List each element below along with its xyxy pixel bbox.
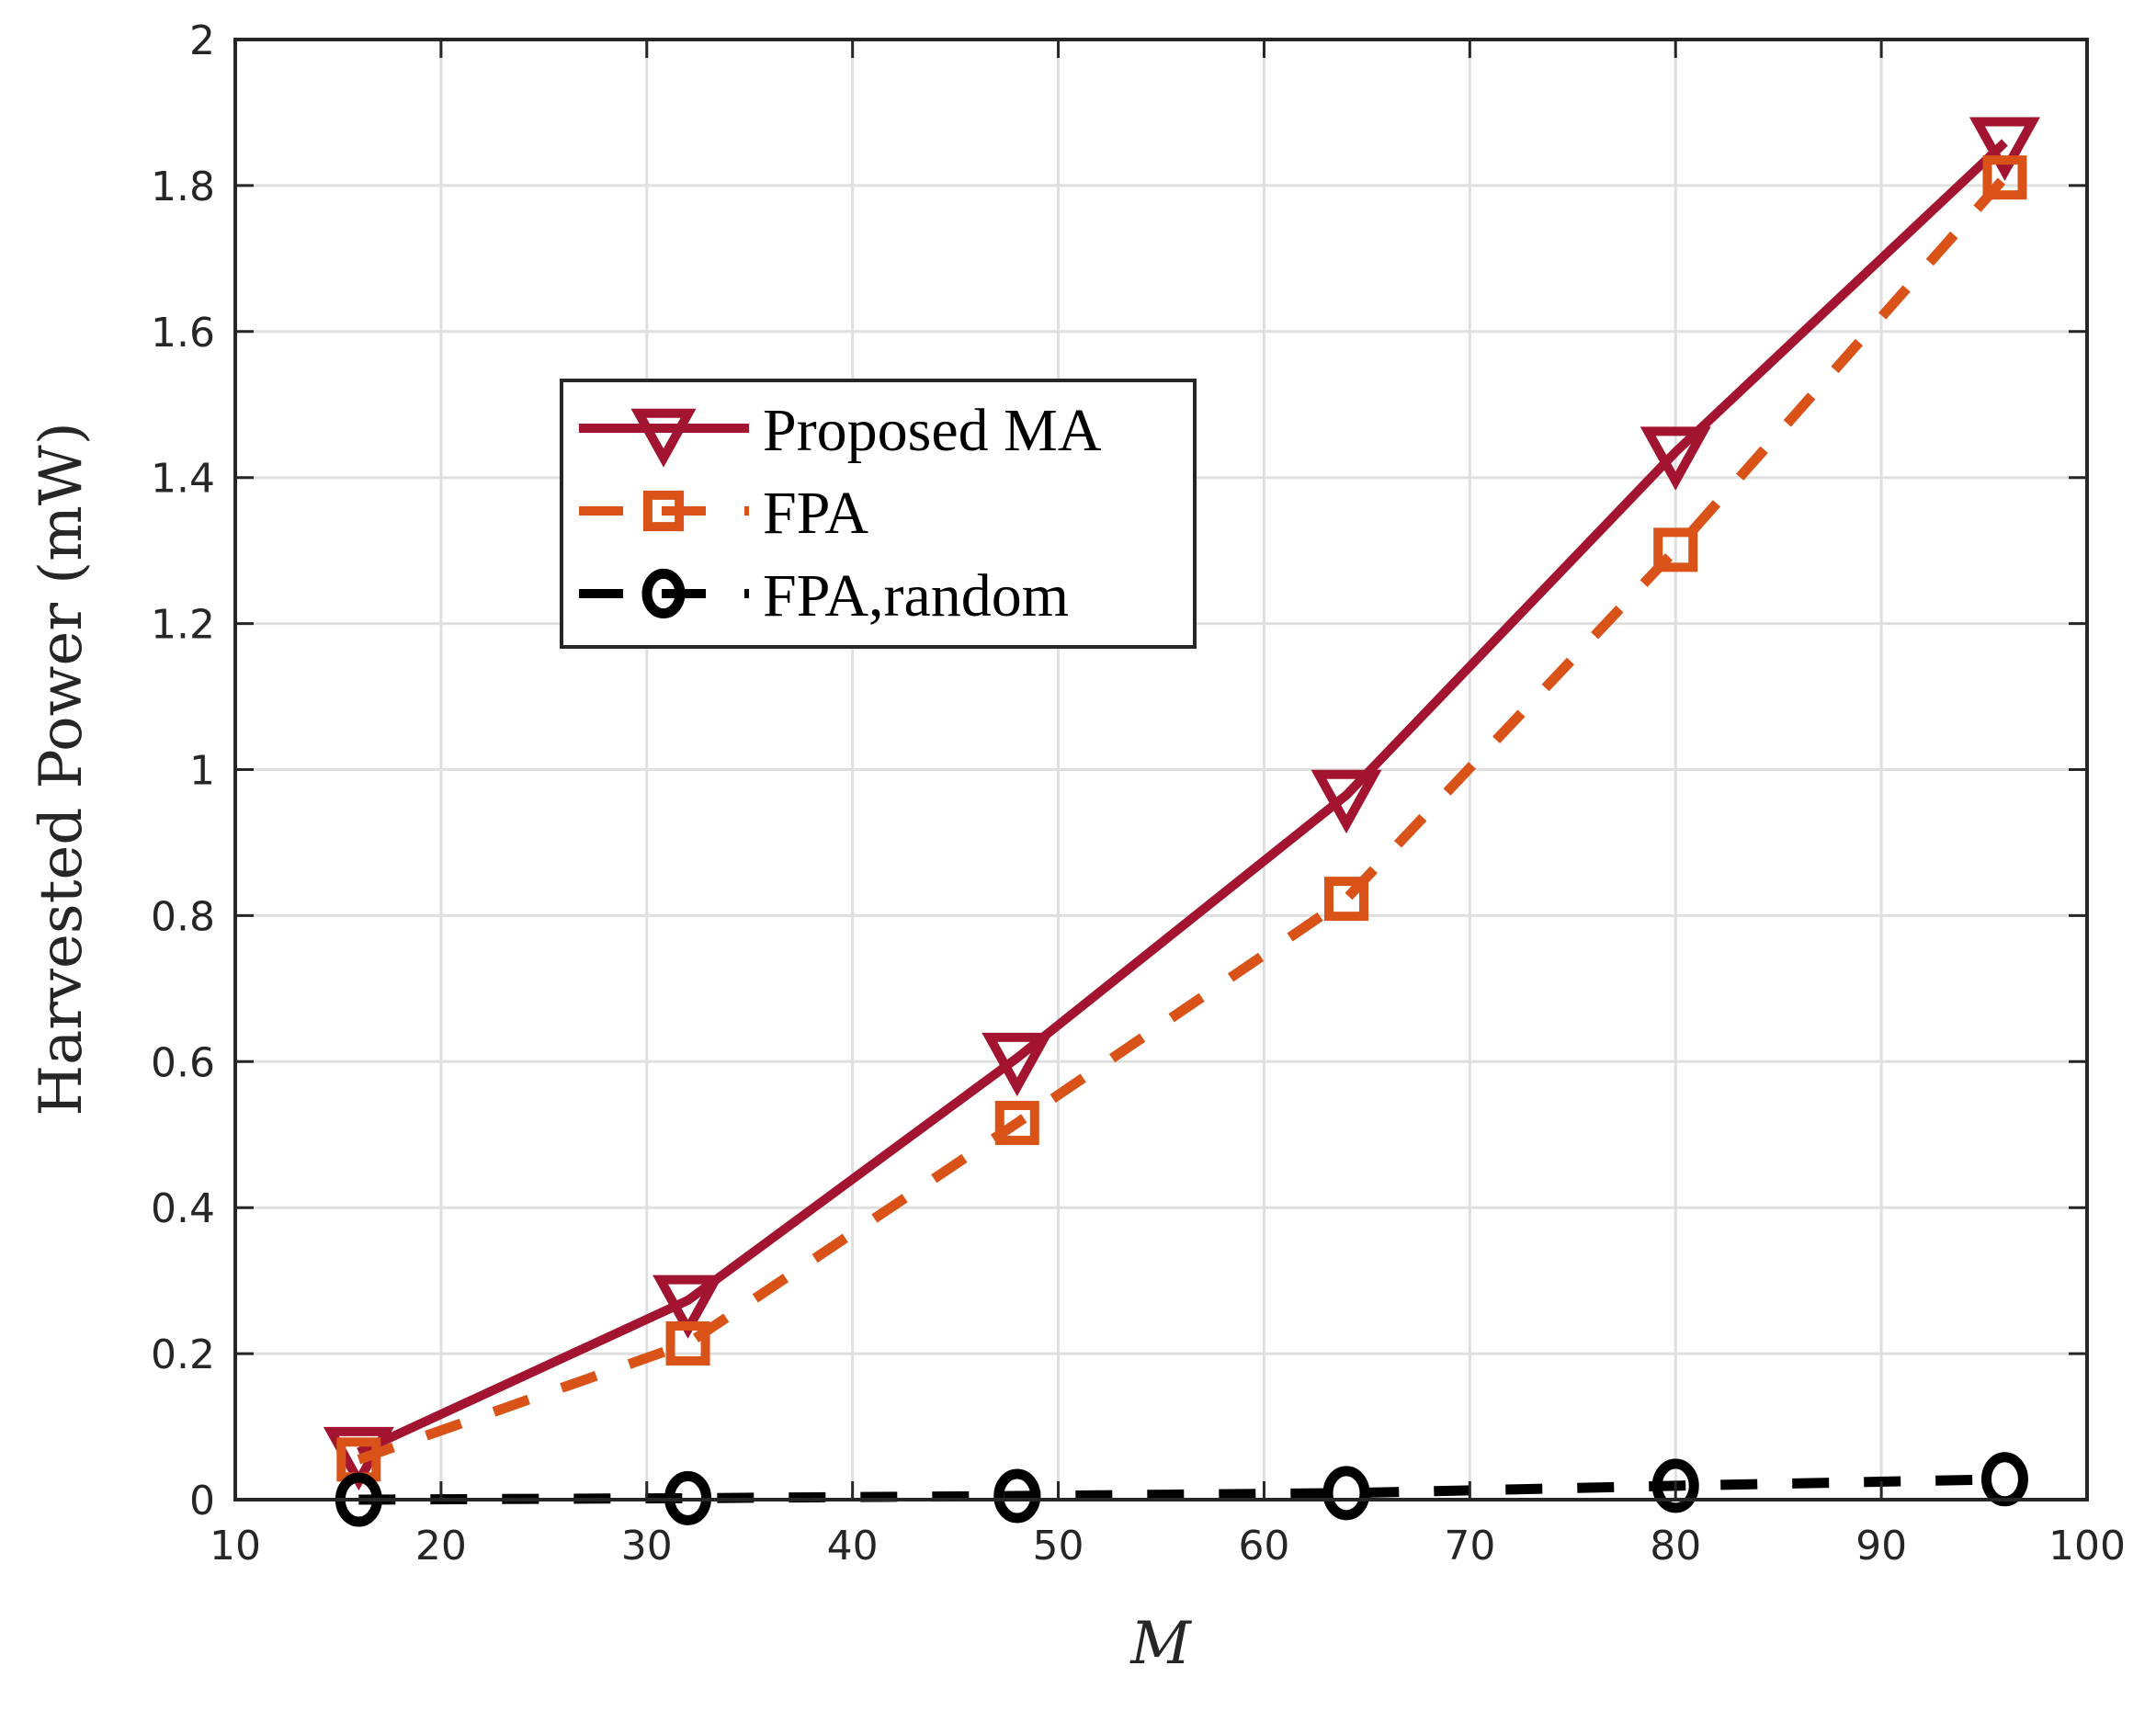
y-tick-label: 0.2 [151,1331,215,1378]
square-marker-icon [642,490,685,532]
square-marker-icon [994,1101,1039,1146]
square-marker-icon [1982,155,2027,200]
triangle-marker-icon [1311,769,1382,834]
y-tick-label: 1.4 [151,456,215,503]
y-tick-labels: 0 0.2 0.4 0.6 0.8 1 1.2 1.4 1.6 1.8 2 [151,17,215,1524]
y-tick-label: 1.2 [151,602,215,649]
series-fpa-random [335,1452,2028,1527]
legend-item: FPA [579,480,868,547]
y-axis-label: Harvested Power (mW) [28,422,96,1116]
x-tick-label: 70 [1444,1523,1495,1569]
x-tick-label: 100 [2048,1523,2126,1569]
series-line [357,139,2008,1456]
y-tick-label: 1.6 [151,310,215,357]
square-marker-icon [1324,877,1368,922]
x-tick-label: 20 [415,1523,467,1569]
triangle-marker-icon [1640,426,1711,491]
series-fpa [336,155,2027,1482]
x-tick-label: 50 [1033,1523,1084,1569]
square-marker-icon [665,1320,710,1365]
legend-label: FPA [763,480,868,547]
triangle-marker-icon [652,1275,724,1339]
triangle-marker-icon [982,1032,1053,1097]
series-line [358,1474,2005,1505]
x-tick-label: 80 [1650,1523,1701,1569]
x-tick-label: 90 [1855,1523,1907,1569]
circle-marker-icon [993,1468,1041,1524]
square-marker-icon [1653,527,1698,572]
x-tick-label: 10 [210,1523,261,1569]
circle-marker-icon [1980,1452,2028,1507]
x-tick-label: 60 [1238,1523,1289,1569]
legend-label: Proposed MA [763,397,1102,464]
series-proposed-ma [323,117,2040,1491]
y-tick-label: 1 [189,748,215,795]
triangle-marker-icon [1969,117,2040,181]
series-line [357,174,2009,1465]
y-tick-label: 0.8 [151,893,215,940]
y-tick-label: 0 [189,1478,215,1524]
circle-marker-icon [1651,1458,1699,1513]
circle-marker-icon [1322,1466,1370,1521]
triangle-marker-icon [630,408,697,468]
legend-item: FPA,random [579,562,1069,629]
y-tick-label: 0.4 [151,1185,215,1232]
axis-ticks [233,38,2089,1501]
y-tick-label: 2 [189,17,215,64]
x-tick-label: 40 [827,1523,879,1569]
y-tick-label: 0.6 [151,1039,215,1086]
x-tick-label: 30 [621,1523,673,1569]
x-axis-label: M [1129,1610,1192,1678]
circle-marker-icon [641,568,686,619]
legend: Proposed MA FPA FPA,random [560,379,1197,649]
y-tick-label: 1.8 [151,164,215,210]
x-tick-labels: 10 20 30 40 50 60 70 80 90 100 [210,1523,2126,1569]
legend-label: FPA,random [763,562,1069,629]
data-series [323,117,2040,1527]
legend-item: Proposed MA [579,397,1102,468]
grid-lines [235,40,2087,1500]
